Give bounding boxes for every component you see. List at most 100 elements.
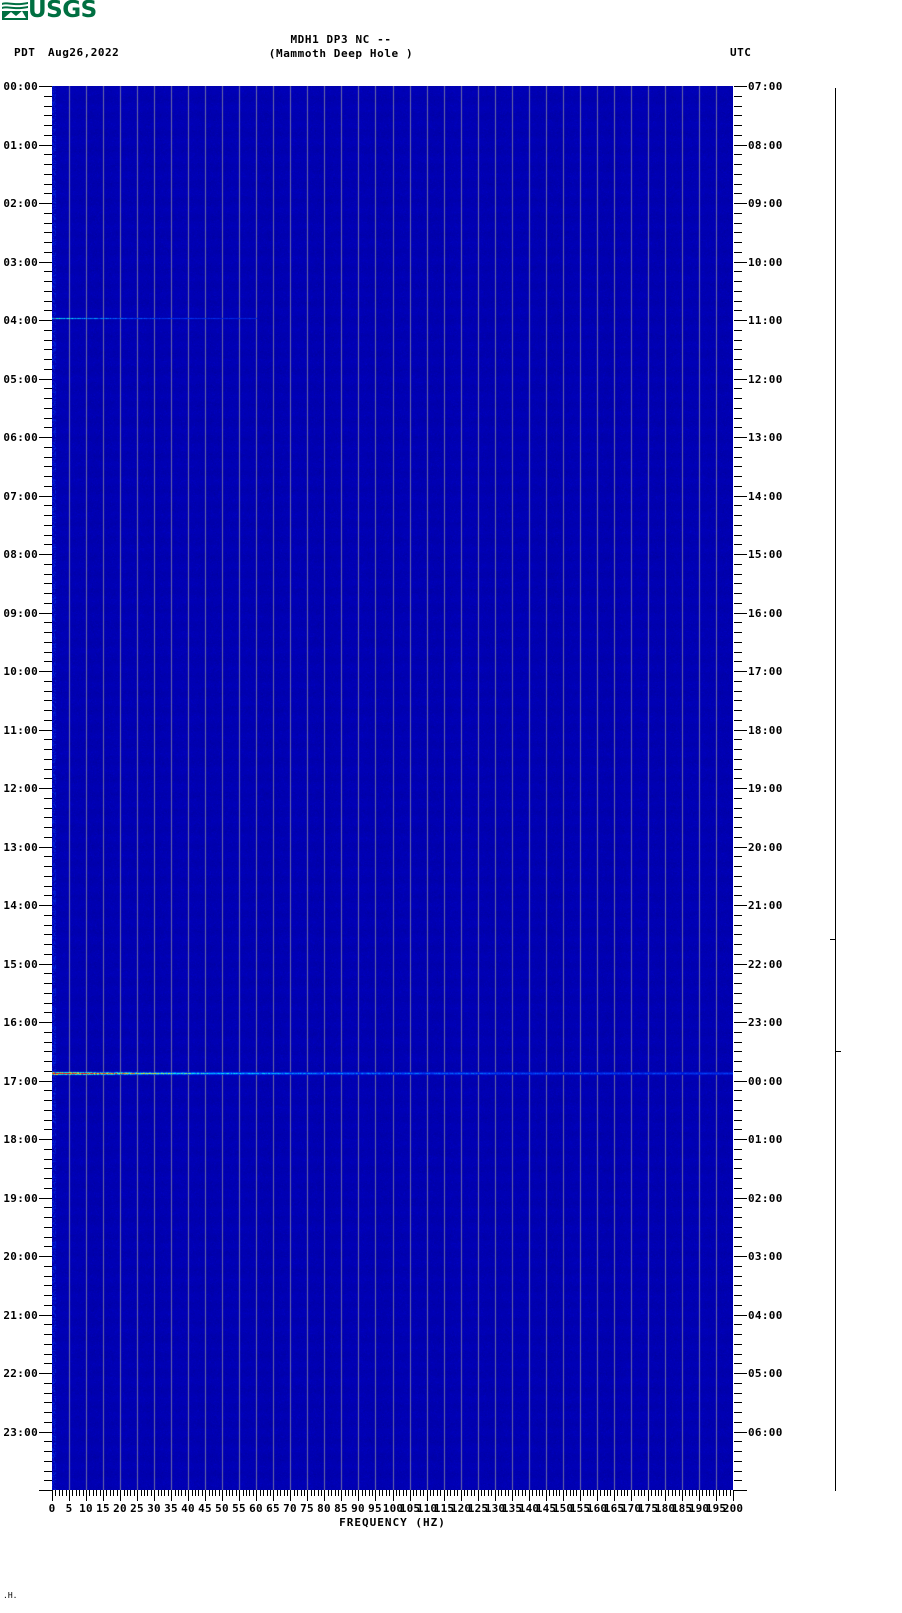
time-tick-minor-right xyxy=(734,1237,742,1238)
time-tick-minor-left xyxy=(44,1188,52,1189)
time-label-right: 01:00 xyxy=(748,1133,783,1146)
time-tick-minor-left xyxy=(44,1393,52,1394)
time-label-left: 16:00 xyxy=(3,1016,38,1029)
freq-tick-minor xyxy=(301,1490,302,1496)
time-tick-minor-left xyxy=(44,1324,52,1325)
freq-tick-minor xyxy=(338,1490,339,1496)
time-label-left: 15:00 xyxy=(3,958,38,971)
time-tick-minor-right xyxy=(734,1246,742,1247)
freq-tick-minor xyxy=(518,1490,519,1496)
freq-tick-minor xyxy=(638,1490,639,1496)
time-tick-minor-left xyxy=(44,1217,52,1218)
time-tick-major-right xyxy=(734,203,747,204)
freq-tick-minor xyxy=(263,1490,264,1496)
time-tick-minor-right xyxy=(734,1120,742,1121)
time-tick-minor-left xyxy=(44,1042,52,1043)
freq-tick-minor xyxy=(59,1490,60,1496)
time-label-right: 12:00 xyxy=(748,373,783,386)
freq-label: 55 xyxy=(232,1502,246,1515)
time-tick-minor-right xyxy=(734,1061,742,1062)
time-tick-major-right xyxy=(734,86,747,87)
time-tick-minor-right xyxy=(734,466,742,467)
time-label-left: 11:00 xyxy=(3,724,38,737)
freq-tick-major xyxy=(120,1490,121,1501)
time-label-left: 20:00 xyxy=(3,1250,38,1263)
time-tick-minor-left xyxy=(44,505,52,506)
freq-tick-minor xyxy=(164,1490,165,1496)
time-label-right: 09:00 xyxy=(748,197,783,210)
time-tick-major-left xyxy=(39,320,52,321)
time-tick-minor-left xyxy=(44,515,52,516)
time-tick-minor-left xyxy=(44,798,52,799)
time-tick-minor-left xyxy=(44,242,52,243)
freq-tick-minor xyxy=(249,1490,250,1496)
freq-label: 110 xyxy=(416,1502,438,1515)
time-tick-minor-left xyxy=(44,1412,52,1413)
freq-tick-minor xyxy=(311,1490,312,1496)
freq-tick-minor xyxy=(297,1490,298,1496)
freq-tick-minor xyxy=(505,1490,506,1496)
freq-label: 50 xyxy=(215,1502,229,1515)
time-tick-minor-left xyxy=(44,125,52,126)
time-tick-minor-right xyxy=(734,1071,742,1072)
freq-tick-minor xyxy=(389,1490,390,1496)
time-label-right: 16:00 xyxy=(748,607,783,620)
freq-tick-minor xyxy=(583,1490,584,1496)
time-label-right: 00:00 xyxy=(748,1075,783,1088)
time-tick-minor-left xyxy=(44,632,52,633)
freq-tick-minor xyxy=(124,1490,125,1496)
freq-tick-minor xyxy=(685,1490,686,1496)
freq-tick-minor xyxy=(348,1490,349,1496)
time-tick-major-left xyxy=(39,496,52,497)
time-label-right: 15:00 xyxy=(748,548,783,561)
time-tick-minor-right xyxy=(734,291,742,292)
time-tick-minor-left xyxy=(44,944,52,945)
time-tick-minor-right xyxy=(734,213,742,214)
time-tick-major-right xyxy=(734,554,747,555)
freq-label: 15 xyxy=(96,1502,110,1515)
time-tick-major-left xyxy=(39,964,52,965)
time-label-left: 19:00 xyxy=(3,1192,38,1205)
freq-tick-minor xyxy=(454,1490,455,1496)
time-tick-major-right xyxy=(734,262,747,263)
freq-tick-minor xyxy=(260,1490,261,1496)
time-tick-minor-right xyxy=(734,1090,742,1091)
freq-tick-major xyxy=(614,1490,615,1501)
freq-tick-major xyxy=(154,1490,155,1501)
freq-tick-major xyxy=(546,1490,547,1501)
time-tick-minor-right xyxy=(734,252,742,253)
time-tick-minor-right xyxy=(734,798,742,799)
freq-tick-minor xyxy=(134,1490,135,1496)
time-tick-major-right xyxy=(734,730,747,731)
freq-tick-minor xyxy=(219,1490,220,1496)
time-tick-minor-left xyxy=(44,164,52,165)
freq-tick-minor xyxy=(566,1490,567,1496)
freq-label: 105 xyxy=(399,1502,421,1515)
right-scale-tick-2 xyxy=(835,1051,841,1052)
freq-tick-minor xyxy=(593,1490,594,1496)
time-tick-minor-left xyxy=(44,564,52,565)
freq-tick-minor xyxy=(437,1490,438,1496)
timezone-left-label: PDT xyxy=(14,46,36,59)
time-tick-minor-left xyxy=(44,681,52,682)
freq-tick-minor xyxy=(607,1490,608,1496)
time-tick-major-right xyxy=(734,145,747,146)
time-label-right: 05:00 xyxy=(748,1367,783,1380)
time-tick-minor-right xyxy=(734,457,742,458)
freq-tick-minor xyxy=(675,1490,676,1496)
time-tick-minor-left xyxy=(44,1451,52,1452)
time-tick-minor-right xyxy=(734,1207,742,1208)
time-tick-minor-right xyxy=(734,1227,742,1228)
freq-tick-minor xyxy=(559,1490,560,1496)
time-tick-minor-right xyxy=(734,125,742,126)
time-tick-minor-left xyxy=(44,1207,52,1208)
time-tick-minor-left xyxy=(44,106,52,107)
time-tick-minor-right xyxy=(734,359,742,360)
freq-tick-minor xyxy=(549,1490,550,1496)
freq-tick-minor xyxy=(158,1490,159,1496)
time-tick-minor-left xyxy=(44,349,52,350)
time-tick-minor-left xyxy=(44,1012,52,1013)
freq-tick-minor xyxy=(55,1490,56,1496)
freq-tick-major xyxy=(86,1490,87,1501)
time-tick-minor-left xyxy=(44,252,52,253)
